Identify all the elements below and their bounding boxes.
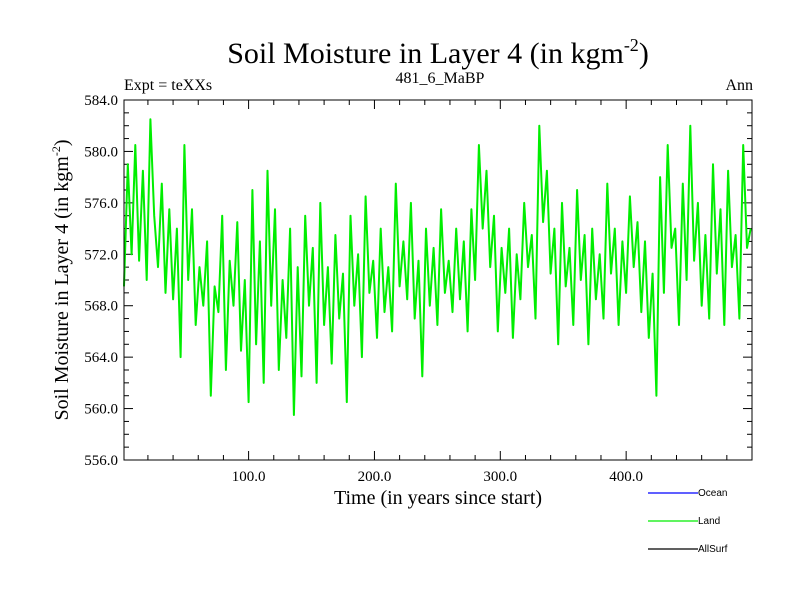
- axis-ticks: 556.0 560.0 564.0 568.0 572.0 576.0 580.0 584.0…: [84, 93, 752, 485]
- y-tick-label: 568.0: [84, 299, 118, 315]
- y-tick-label: 564.0: [84, 350, 118, 366]
- x-tick-label: 400.0: [609, 469, 643, 485]
- y-tick-label: 572.0: [84, 247, 118, 263]
- plot-frame: [123, 99, 753, 461]
- x-axis-label: Time (in years since start): [334, 487, 542, 509]
- y-tick-label: 584.0: [84, 93, 118, 109]
- chart-title: Soil Moisture in Layer 4 (in kgm-2): [227, 35, 649, 70]
- x-tick-label: 300.0: [483, 469, 517, 485]
- y-axis-label-close: ): [51, 139, 73, 146]
- period-label: Ann: [725, 77, 753, 94]
- x-tick-label: 200.0: [358, 469, 392, 485]
- y-tick-label: 580.0: [84, 144, 118, 160]
- y-tick-label: 560.0: [84, 402, 118, 418]
- y-axis-label: Soil Moisture in Layer 4 (in kgm-2): [49, 139, 73, 420]
- experiment-label: Expt = teXXs: [124, 77, 212, 94]
- y-axis-label-superscript: -2: [49, 146, 63, 156]
- chart-title-text: Soil Moisture in Layer 4 (in kgm: [227, 37, 624, 70]
- legend-label-allsurf: AllSurf: [698, 544, 728, 555]
- legend-label-ocean: Ocean: [698, 488, 727, 499]
- series-line-land: [123, 118, 752, 416]
- chart-title-close: ): [639, 37, 649, 70]
- y-tick-label: 576.0: [84, 196, 118, 212]
- y-axis-label-text: Soil Moisture in Layer 4 (in kgm: [51, 156, 73, 421]
- chart-title-superscript: -2: [624, 35, 639, 55]
- x-tick-label: 100.0: [232, 469, 266, 485]
- subtitle-label: 481_6_MaBP: [396, 70, 485, 87]
- legend-label-land: Land: [698, 516, 720, 527]
- series-group: [123, 118, 752, 416]
- y-tick-label: 556.0: [84, 453, 118, 469]
- legend: Ocean Land AllSurf: [648, 488, 728, 555]
